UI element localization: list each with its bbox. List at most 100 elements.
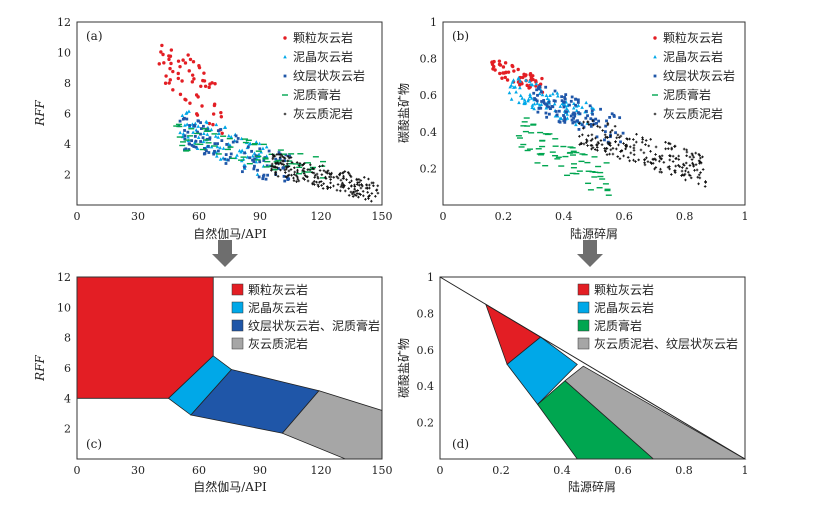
point-灰云质泥岩 [682,147,686,151]
point-纹层状灰云岩 [196,119,200,123]
point-灰云质泥岩 [286,155,290,158]
point-颗粒灰云岩 [212,102,217,106]
point-灰云质泥岩 [629,151,633,155]
point-灰云质泥岩 [697,159,701,163]
panel-b-xtick-label: 0.6 [615,210,633,223]
point-泥质膏岩 [591,156,598,158]
legend-label: 灰云质泥岩 [248,336,308,351]
point-泥质膏岩 [518,146,525,148]
point-灰云质泥岩 [303,174,307,177]
point-灰云质泥岩 [668,142,672,146]
arrow-b-to-d [577,240,603,267]
point-纹层状灰云岩 [562,100,566,104]
point-颗粒灰云岩 [162,61,166,65]
point-纹层状灰云岩 [257,175,261,179]
point-灰云质泥岩 [645,156,648,160]
point-灰云质泥岩 [692,164,695,168]
point-颗粒灰云岩 [538,82,543,86]
panel-d-ytick-label: 0.2 [417,417,435,430]
point-纹层状灰云岩 [258,160,262,164]
point-灰云质泥岩 [581,133,584,137]
point-灰云质泥岩 [347,187,351,190]
point-颗粒灰云岩 [510,63,514,68]
point-颗粒灰云岩 [160,43,164,48]
point-泥晶灰云岩 [510,80,515,84]
point-灰云质泥岩 [673,169,677,173]
point-泥质膏岩 [194,143,201,145]
point-灰云质泥岩 [680,169,684,173]
point-灰云质泥岩 [301,163,304,167]
point-泥晶灰云岩 [534,81,539,86]
point-泥晶灰云岩 [239,150,243,154]
point-泥质膏岩 [569,154,576,156]
point-灰云质泥岩 [591,137,594,141]
point-灰云质泥岩 [374,195,377,198]
point-颗粒灰云岩 [159,50,163,54]
point-灰云质泥岩 [596,124,599,128]
point-泥晶灰云岩 [522,98,527,102]
point-泥晶灰云岩 [590,105,594,110]
point-颗粒灰云岩 [202,71,206,75]
point-泥质膏岩 [220,135,227,137]
point-灰云质泥岩 [329,186,332,189]
point-纹层状灰云岩 [284,153,288,157]
point-颗粒灰云岩 [178,92,183,97]
point-灰云质泥岩 [654,153,657,156]
panel-d-ytick-label: 0.8 [417,307,435,320]
panel-a-xtick-label: 60 [192,210,206,223]
point-灰云质泥岩 [671,160,675,163]
point-纹层状灰云岩 [605,119,608,123]
point-灰云质泥岩 [578,122,581,125]
point-灰云质泥岩 [694,163,698,167]
point-灰云质泥岩 [276,161,279,164]
point-灰云质泥岩 [357,180,361,184]
point-灰云质泥岩 [335,175,339,178]
legend-swatch-灰云质泥岩 [231,337,244,350]
point-灰云质泥岩 [350,179,353,183]
point-泥质膏岩 [319,177,326,179]
legend-swatch-纹层状灰云岩、泥质膏岩 [231,319,244,332]
point-颗粒灰云岩 [187,69,191,73]
point-纹层状灰云岩 [204,149,208,153]
point-泥质膏岩 [295,173,302,175]
point-泥质膏岩 [521,121,528,123]
point-纹层状灰云岩 [208,136,212,140]
point-泥质膏岩 [538,152,545,155]
point-泥质膏岩 [596,187,603,189]
point-灰云质泥岩 [308,168,312,172]
point-纹层状灰云岩 [589,124,593,128]
legend-label: 纹层状灰云岩 [663,68,735,83]
point-纹层状灰云岩 [252,160,256,164]
point-纹层状灰云岩 [235,140,239,144]
point-纹层状灰云岩 [572,111,576,115]
point-泥晶灰云岩 [191,130,195,134]
point-灰云质泥岩 [290,173,293,177]
point-灰云质泥岩 [357,195,360,199]
point-纹层状灰云岩 [282,174,286,178]
point-颗粒灰云岩 [516,67,520,72]
point-灰云质泥岩 [591,146,595,150]
point-纹层状灰云岩 [274,157,278,161]
point-灰云质泥岩 [341,171,345,174]
point-颗粒灰云岩 [176,59,181,63]
point-纹层状灰云岩 [219,128,223,131]
point-泥质膏岩 [555,156,562,158]
point-纹层状灰云岩 [595,121,598,125]
arrow-a-to-c [212,240,238,267]
point-灰云质泥岩 [289,168,293,171]
point-纹层状灰云岩 [225,143,229,146]
point-灰云质泥岩 [582,142,586,146]
point-纹层状灰云岩 [610,112,614,116]
point-纹层状灰云岩 [558,120,562,124]
point-灰云质泥岩 [660,170,663,174]
point-颗粒灰云岩 [524,73,528,77]
point-泥晶灰云岩 [194,128,199,132]
point-泥质膏岩 [587,189,594,191]
point-灰云质泥岩 [688,164,692,167]
panel-c-frame [76,276,383,460]
point-泥晶灰云岩 [250,154,255,158]
point-颗粒灰云岩 [168,78,172,82]
point-泥晶灰云岩 [528,92,532,97]
point-纹层状灰云岩 [574,103,577,107]
point-灰云质泥岩 [604,150,607,153]
